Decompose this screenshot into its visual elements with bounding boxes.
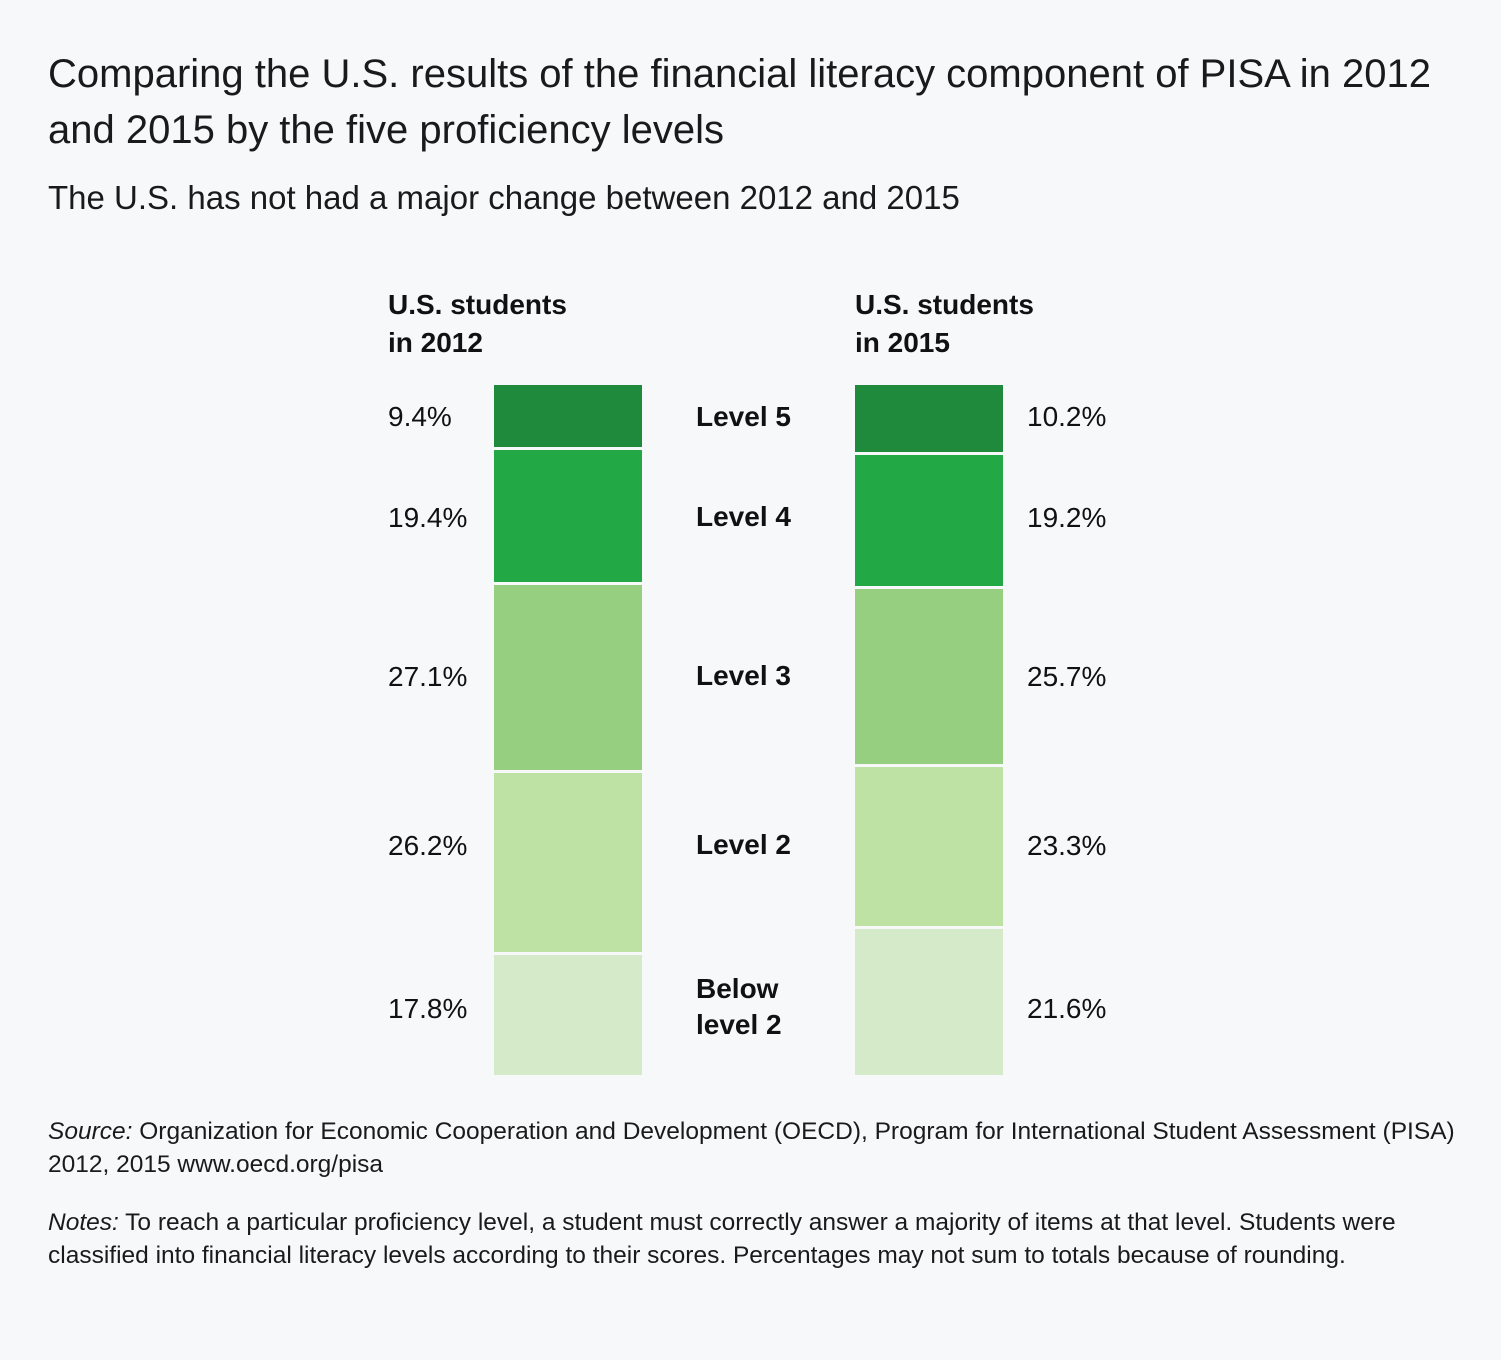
value-2015-level4: 19.2%	[1027, 502, 1107, 533]
bar-2015-level3	[855, 589, 1003, 764]
bar-2015-level5	[855, 385, 1003, 452]
column-header-2012-line1: U.S. students	[388, 289, 567, 320]
bar-2012-level4	[494, 450, 642, 582]
source-note: Source: Organization for Economic Cooper…	[48, 1115, 1468, 1181]
chart-subtitle: The U.S. has not had a major change betw…	[48, 179, 960, 216]
value-2012-level5: 9.4%	[388, 401, 452, 432]
bar-2012	[494, 385, 642, 1075]
value-2012-level4: 19.4%	[388, 502, 468, 533]
label-level2: Level 2	[696, 829, 791, 860]
notes-label: Notes:	[48, 1209, 119, 1236]
source-label: Source:	[48, 1118, 133, 1145]
bar-2015-level2	[855, 767, 1003, 926]
bar-2012-level3	[494, 585, 642, 770]
notes-text: To reach a particular proficiency level,…	[48, 1209, 1396, 1269]
value-2015-level5: 10.2%	[1027, 401, 1107, 432]
bar-2012-below-level2	[494, 955, 642, 1075]
label-below-level2-line2: level 2	[696, 1009, 782, 1040]
column-header-2012: U.S. students in 2012	[388, 286, 648, 362]
column-header-2015-line2: in 2015	[855, 327, 950, 358]
label-below-level2-line1: Below	[696, 973, 779, 1004]
column-header-2015: U.S. students in 2015	[855, 286, 1115, 362]
column-header-2015-line1: U.S. students	[855, 289, 1034, 320]
bar-2015	[855, 385, 1003, 1075]
source-text: Organization for Economic Cooperation an…	[48, 1118, 1455, 1178]
bar-2015-below-level2	[855, 929, 1003, 1075]
label-below-level2: Below level 2	[696, 971, 836, 1043]
value-2012-level3: 27.1%	[388, 661, 468, 692]
value-2015-level2: 23.3%	[1027, 830, 1107, 861]
label-level4: Level 4	[696, 501, 791, 532]
bar-2015-level4	[855, 455, 1003, 586]
bar-2012-level5	[494, 385, 642, 447]
value-2012-level2: 26.2%	[388, 830, 468, 861]
label-level5: Level 5	[696, 401, 791, 432]
chart-title: Comparing the U.S. results of the financ…	[48, 52, 1431, 152]
bar-2012-level2	[494, 773, 642, 952]
label-level3: Level 3	[696, 660, 791, 691]
column-header-2012-line2: in 2012	[388, 327, 483, 358]
value-2012-below-level2: 17.8%	[388, 993, 468, 1024]
value-2015-level3: 25.7%	[1027, 661, 1107, 692]
notes: Notes: To reach a particular proficiency…	[48, 1206, 1468, 1272]
value-2015-below-level2: 21.6%	[1027, 993, 1107, 1024]
